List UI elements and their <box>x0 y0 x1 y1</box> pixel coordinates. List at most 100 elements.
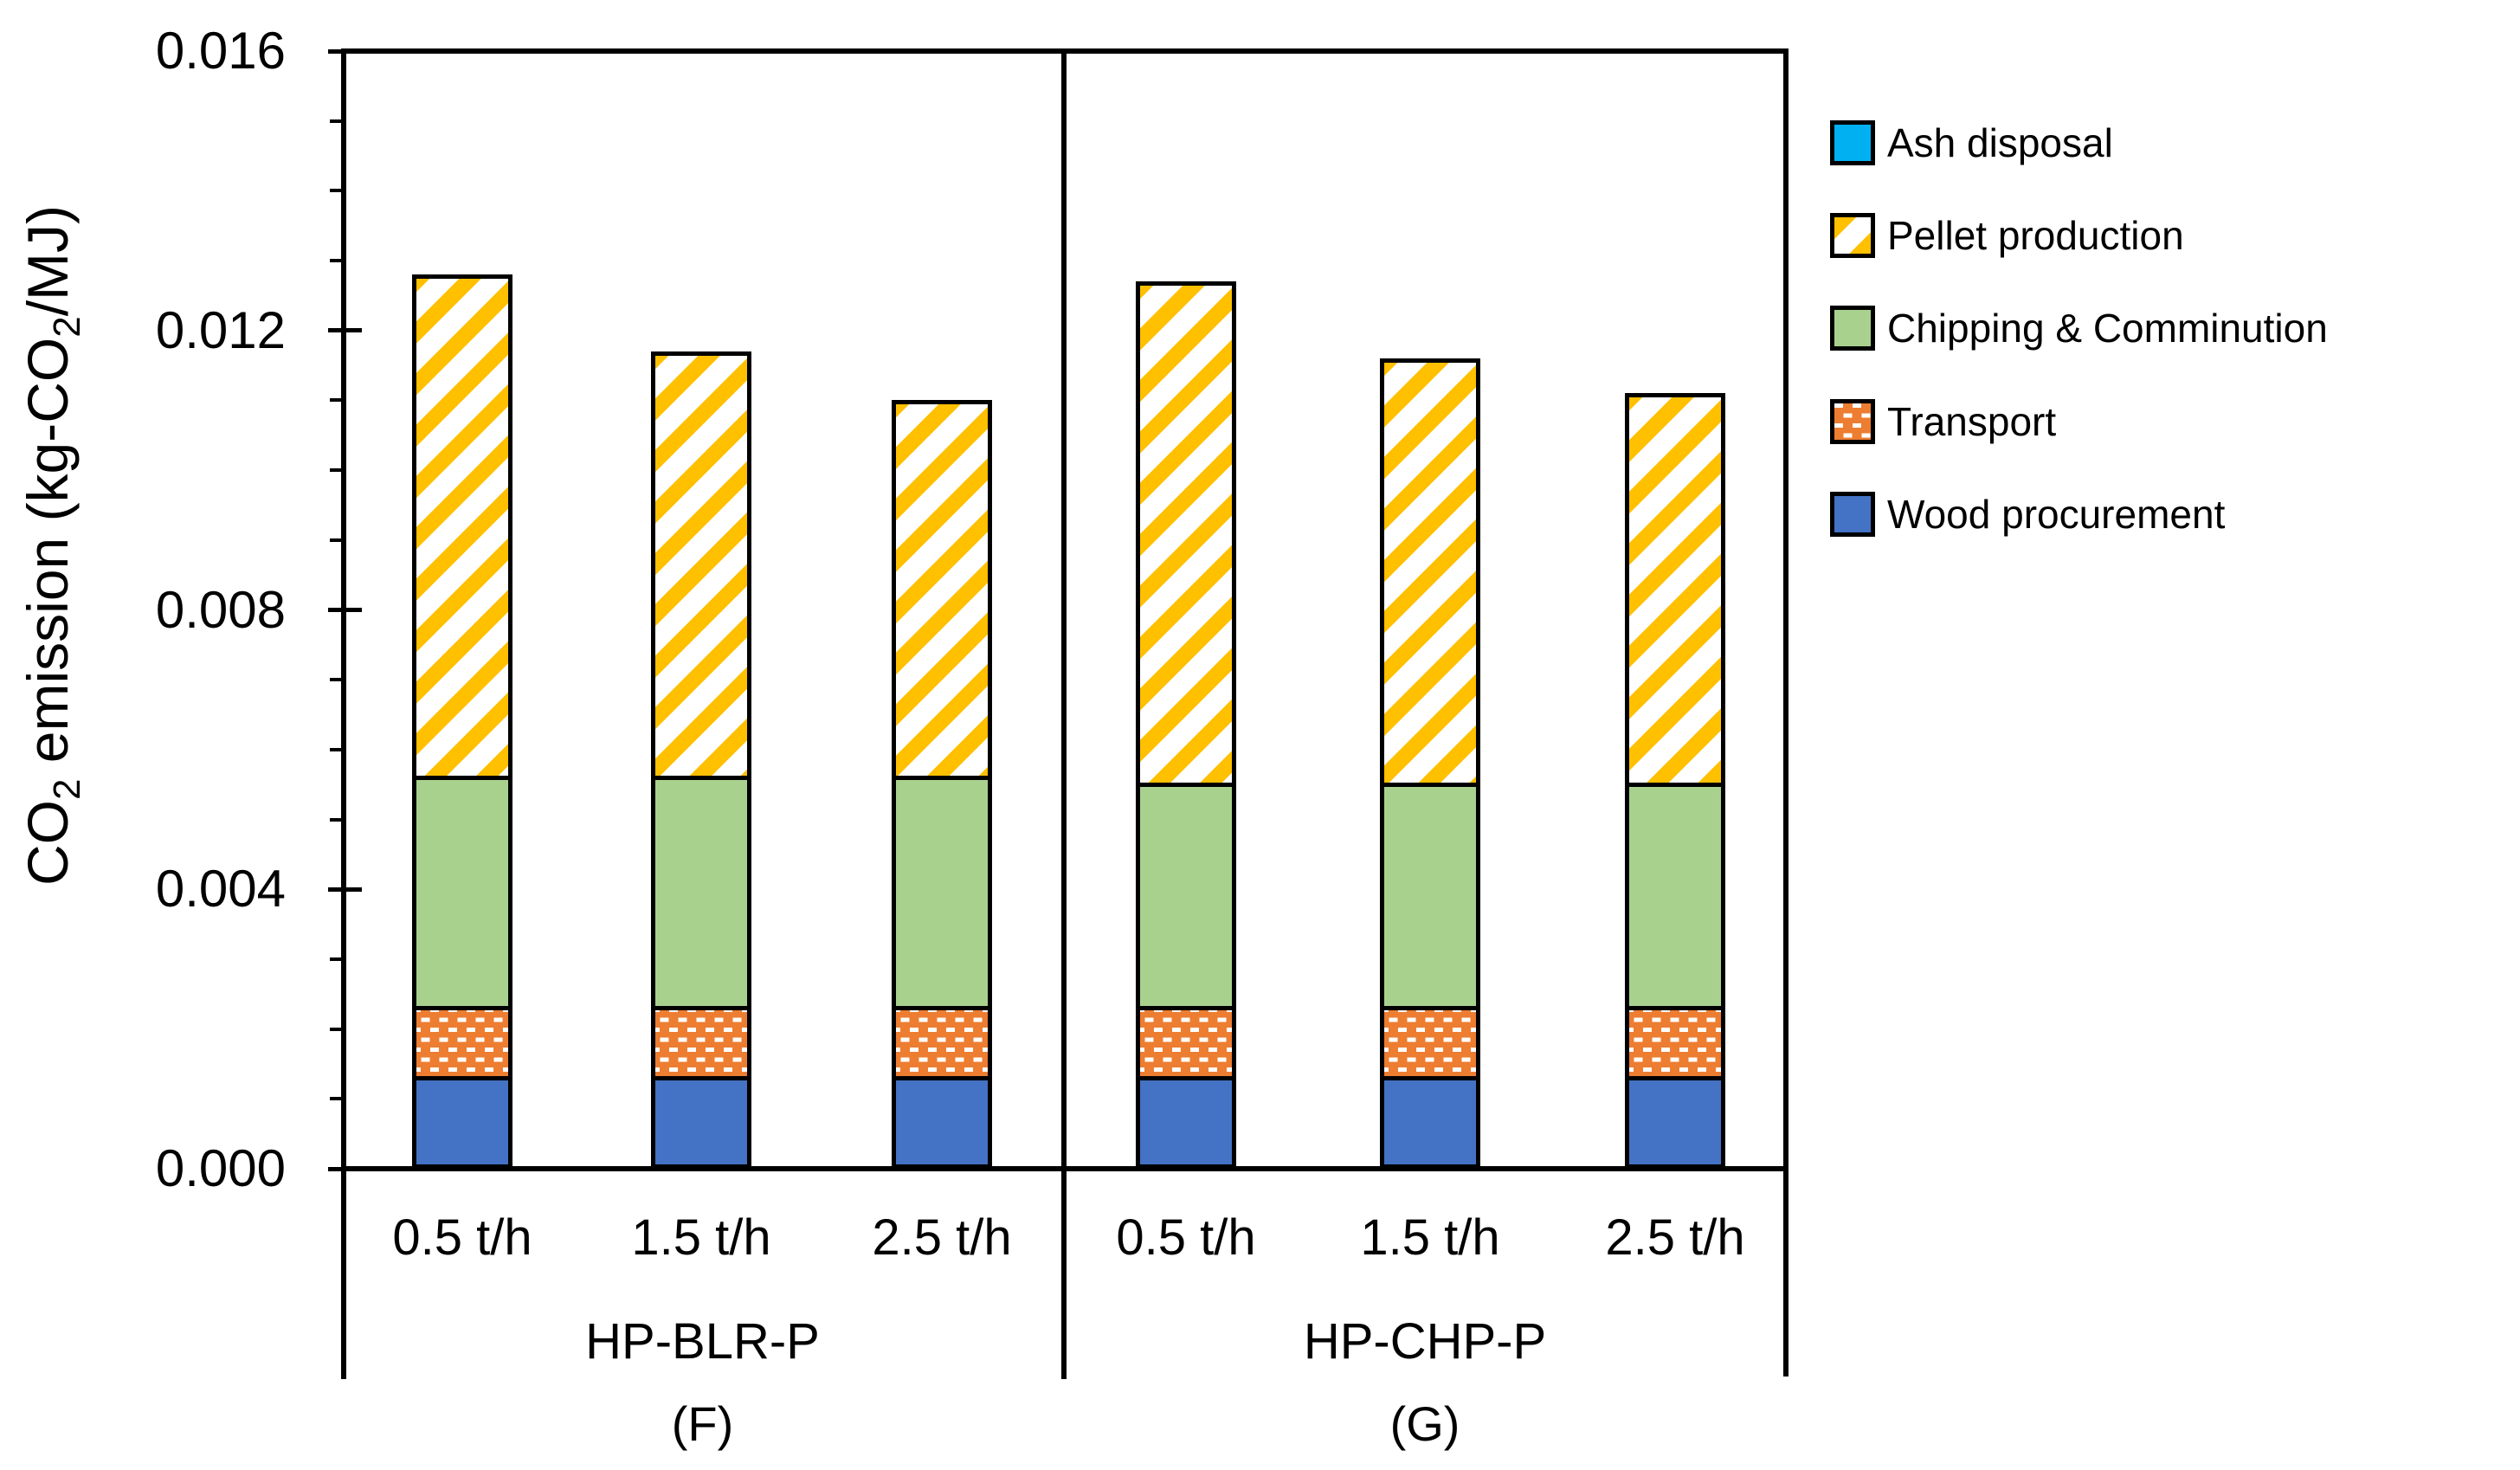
bar-segment-chipping-comminution <box>651 777 751 1009</box>
x-group-label: HP-BLR-P <box>585 1313 820 1370</box>
legend-label: Transport <box>1887 399 2057 444</box>
bar-segment-transport <box>1136 1008 1236 1079</box>
legend-swatch-ash-disposal <box>1830 120 1875 165</box>
plot-top-border <box>341 48 1788 54</box>
segment-boundary-line <box>651 775 751 780</box>
bar-segment-wood-procurement <box>892 1078 992 1169</box>
legend-label: Wood procurement <box>1887 492 2226 537</box>
segment-boundary-line <box>1625 782 1725 787</box>
bar-segment-transport <box>1625 1008 1725 1079</box>
bar-segment-transport <box>651 1008 751 1079</box>
y-major-tick <box>328 1166 362 1171</box>
bar-segment-wood-procurement <box>1625 1078 1725 1169</box>
y-minor-tick <box>330 119 344 123</box>
bar-outline <box>1625 393 1725 1169</box>
bar-segment-pellet-production <box>1380 358 1480 785</box>
bar-hp-blr-p-2.5t/h <box>892 400 992 1169</box>
y-tick-label: 0.004 <box>155 860 286 919</box>
x-axis-line <box>341 1166 1788 1171</box>
bar-segment-chipping-comminution <box>1625 784 1725 1009</box>
bar-outline <box>892 400 992 1169</box>
bar-outline <box>651 351 751 1169</box>
bar-segment-chipping-comminution <box>1380 784 1480 1009</box>
legend-swatch-transport <box>1830 399 1875 444</box>
bar-hp-chp-p-1.5t/h <box>1380 358 1480 1169</box>
bar-segment-chipping-comminution <box>892 777 992 1009</box>
x-group-label: HP-CHP-P <box>1303 1313 1547 1370</box>
bar-segment-wood-procurement <box>412 1078 512 1169</box>
bar-segment-pellet-production <box>651 351 751 778</box>
bar-segment-wood-procurement <box>1136 1078 1236 1169</box>
segment-boundary-line <box>651 1075 751 1080</box>
bar-hp-blr-p-1.5t/h <box>651 351 751 1169</box>
y-major-tick <box>328 328 362 333</box>
y-axis-title: CO2 emission (kg-CO2/MJ) <box>11 0 88 1108</box>
y-tick-label: 0.008 <box>155 580 286 639</box>
legend-swatch-chipping-comminution <box>1830 306 1875 351</box>
legend-label: Chipping & Comminution <box>1887 306 2328 351</box>
segment-boundary-line <box>1380 1075 1480 1080</box>
y-axis-title-text: emission (kg-CO <box>16 337 80 779</box>
bar-segment-pellet-production <box>1136 281 1236 785</box>
segment-boundary-line <box>412 1005 512 1010</box>
plot-right-border <box>1783 48 1788 1377</box>
y-minor-tick <box>330 817 344 822</box>
bar-segment-wood-procurement <box>1380 1078 1480 1169</box>
y-major-tick <box>328 608 362 612</box>
x-category-label: 0.5 t/h <box>392 1209 532 1266</box>
y-minor-tick <box>330 259 344 263</box>
segment-boundary-line <box>1136 782 1236 787</box>
y-tick-label: 0.012 <box>155 300 286 359</box>
x-category-label: 1.5 t/h <box>1360 1209 1500 1266</box>
bar-segment-wood-procurement <box>651 1078 751 1169</box>
x-category-label: 0.5 t/h <box>1116 1209 1256 1266</box>
y-minor-tick <box>330 678 344 682</box>
segment-boundary-line <box>1136 1005 1236 1010</box>
x-category-label: 2.5 t/h <box>1605 1209 1745 1266</box>
segment-boundary-line <box>1380 782 1480 787</box>
bar-outline <box>412 274 512 1169</box>
x-category-label: 1.5 t/h <box>631 1209 771 1266</box>
y-axis-title-subscript: 2 <box>46 778 89 801</box>
panel-divider-line <box>1061 48 1067 1379</box>
y-major-tick <box>328 48 362 54</box>
y-tick-label: 0.000 <box>155 1139 286 1197</box>
y-minor-tick <box>330 189 344 193</box>
legend-swatch-pellet-production <box>1830 213 1875 258</box>
bar-segment-pellet-production <box>412 274 512 778</box>
bar-hp-chp-p-2.5t/h <box>1625 393 1725 1169</box>
bar-hp-blr-p-0.5t/h <box>412 274 512 1169</box>
segment-boundary-line <box>892 1075 992 1080</box>
y-minor-tick <box>330 1027 344 1031</box>
bar-outline <box>1380 358 1480 1169</box>
bar-segment-transport <box>412 1008 512 1079</box>
y-minor-tick <box>330 538 344 542</box>
segment-boundary-line <box>651 1005 751 1010</box>
bar-segment-pellet-production <box>892 400 992 778</box>
y-tick-label: 0.016 <box>155 22 286 80</box>
panel-letter: (G) <box>1389 1396 1460 1451</box>
segment-boundary-line <box>1136 1075 1236 1080</box>
x-category-label: 2.5 t/h <box>872 1209 1012 1266</box>
bar-hp-chp-p-0.5t/h <box>1136 281 1236 1169</box>
segment-boundary-line <box>1625 1005 1725 1010</box>
segment-boundary-line <box>412 775 512 780</box>
y-major-tick <box>328 887 362 892</box>
y-minor-tick <box>330 1097 344 1101</box>
y-axis-line <box>341 48 346 1379</box>
bar-segment-pellet-production <box>1625 393 1725 785</box>
segment-boundary-line <box>1625 1075 1725 1080</box>
segment-boundary-line <box>892 775 992 780</box>
legend-label: Ash disposal <box>1887 120 2113 165</box>
y-minor-tick <box>330 398 344 403</box>
bar-segment-chipping-comminution <box>1136 784 1236 1009</box>
bar-outline <box>1136 281 1236 1169</box>
bar-segment-transport <box>1380 1008 1480 1079</box>
legend-swatch-wood-procurement <box>1830 492 1875 537</box>
segment-boundary-line <box>892 1005 992 1010</box>
panel-letter: (F) <box>671 1396 734 1451</box>
segment-boundary-line <box>1380 1005 1480 1010</box>
legend-label: Pellet production <box>1887 213 2184 258</box>
segment-boundary-line <box>412 1075 512 1080</box>
